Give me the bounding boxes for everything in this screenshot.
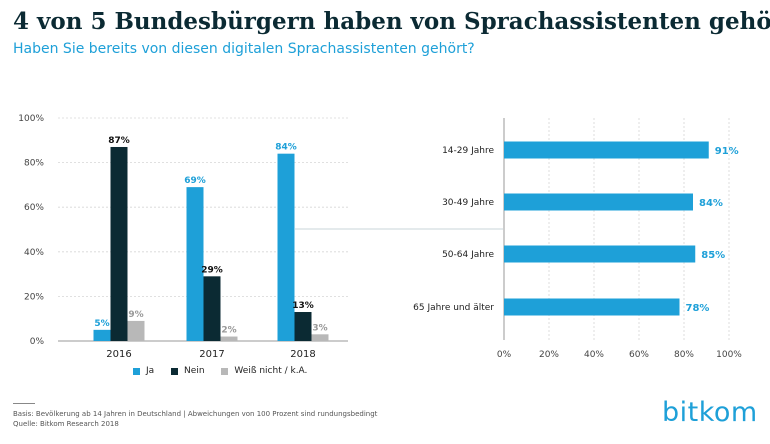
footer-source: Quelle: Bitkom Research 2018 <box>13 420 119 428</box>
x-tick-label: 40% <box>584 350 604 360</box>
y-tick-label: 100% <box>18 114 44 124</box>
hbar-value-label: 78% <box>686 303 710 314</box>
age-group-label: 14-29 Jahre <box>442 146 494 156</box>
bar-ja-2018 <box>277 153 295 341</box>
legend-swatch-weiss <box>221 367 229 375</box>
legend-label-nein: Nein <box>184 366 205 376</box>
data-label-ja-2017: 69% <box>184 176 206 186</box>
bar-ja-2017 <box>186 187 204 341</box>
data-label-weiss-2017: 2% <box>221 326 236 336</box>
bar-weiss-2017 <box>220 336 238 341</box>
data-label-nein-2016: 87% <box>108 136 130 146</box>
footer-notes: Basis: Bevölkerung ab 14 Jahren in Deuts… <box>13 409 377 429</box>
legend: Ja Nein Weiß nicht / k.A. <box>133 366 321 378</box>
hbar-value-label: 84% <box>699 198 723 209</box>
x-tick-label: 80% <box>674 350 694 360</box>
x-tick-label: 0% <box>497 350 512 360</box>
age-group-label: 30-49 Jahre <box>442 198 494 208</box>
data-label-ja-2018: 84% <box>275 143 297 153</box>
y-tick-label: 20% <box>24 292 44 302</box>
legend-item-nein: Nein <box>171 366 205 376</box>
x-tick-label: 2017 <box>199 349 224 360</box>
data-label-weiss-2018: 3% <box>312 323 327 333</box>
bar-weiss-2016 <box>127 320 145 341</box>
legend-label-ja: Ja <box>146 366 155 376</box>
footer-basis: Basis: Bevölkerung ab 14 Jahren in Deuts… <box>13 410 378 418</box>
bar-nein-2017 <box>203 276 221 341</box>
y-tick-label: 0% <box>30 337 45 347</box>
legend-swatch-nein <box>171 367 179 375</box>
hbar-value-label: 91% <box>715 146 739 157</box>
legend-item-weiss: Weiß nicht / k.A. <box>221 366 307 376</box>
y-tick-label: 40% <box>24 248 44 258</box>
hbar-14-29-Jahre <box>504 141 709 159</box>
age-group-label: 65 Jahre und älter <box>413 303 494 313</box>
data-label-nein-2018: 13% <box>292 301 314 311</box>
legend-swatch-ja <box>133 367 140 375</box>
hbar-50-64-Jahre <box>504 245 696 263</box>
footer-rule <box>13 403 35 404</box>
x-tick-label: 100% <box>716 350 742 360</box>
bitkom-logo: bitkom <box>662 397 758 428</box>
bar-ja-2016 <box>93 329 111 341</box>
legend-item-ja: Ja <box>133 366 154 376</box>
data-label-nein-2017: 29% <box>201 265 223 275</box>
hbar-value-label: 85% <box>701 250 725 261</box>
y-tick-label: 80% <box>24 159 44 169</box>
chart-subtitle: Haben Sie bereits von diesen digitalen S… <box>13 41 475 57</box>
x-tick-label: 20% <box>539 350 559 360</box>
y-tick-label: 60% <box>24 203 44 213</box>
bar-weiss-2018 <box>311 334 329 341</box>
bar-nein-2016 <box>110 146 128 341</box>
x-tick-label: 2016 <box>106 349 131 360</box>
age-group-label: 50-64 Jahre <box>442 250 494 260</box>
chart-title: 4 von 5 Bundesbürgern haben von Sprachas… <box>13 8 770 35</box>
x-tick-label: 60% <box>629 350 649 360</box>
hbar-65-Jahre-und-älter <box>504 298 680 316</box>
hbar-30-49-Jahre <box>504 193 693 211</box>
data-label-ja-2016: 5% <box>94 319 109 329</box>
x-tick-label: 2018 <box>290 349 315 360</box>
data-label-weiss-2016: 9% <box>128 310 143 320</box>
bar-nein-2018 <box>294 312 312 341</box>
legend-label-weiss: Weiß nicht / k.A. <box>234 366 308 376</box>
